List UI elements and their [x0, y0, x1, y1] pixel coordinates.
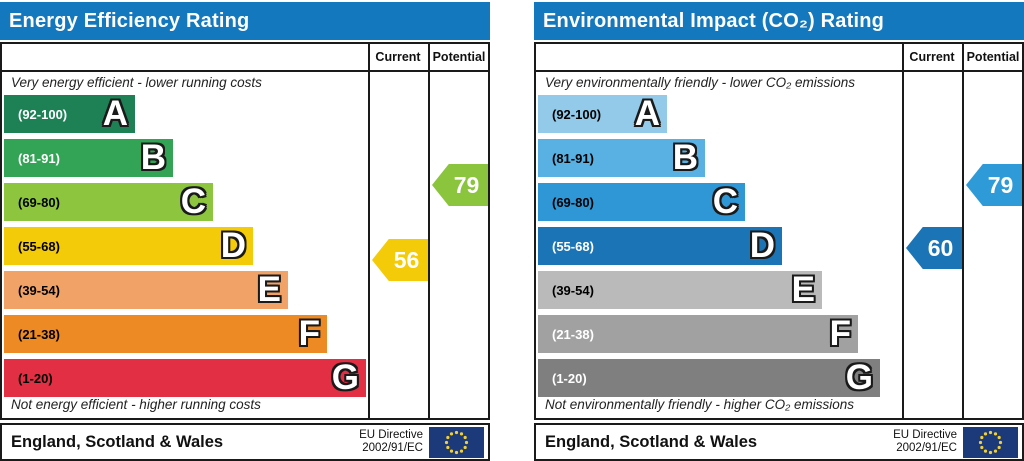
band-letter: F [829, 314, 851, 353]
rating-band: (81-91) B [538, 139, 705, 177]
band-letter: D [220, 226, 246, 265]
current-column-line [368, 44, 370, 418]
band-range-label: (21-38) [18, 326, 60, 342]
band-range-label: (55-68) [18, 238, 60, 254]
current-rating-value: 60 [927, 234, 954, 261]
panel-title: Environmental Impact (CO₂) Rating [543, 9, 885, 32]
band-range-label: (1-20) [552, 370, 587, 386]
rating-band: (55-68) D [4, 227, 253, 265]
footer-right-group: EU Directive 2002/91/EC [893, 426, 1018, 458]
eu-directive-line2: 2002/91/EC [362, 442, 423, 454]
energy-panel-footer: England, Scotland & Wales EU Directive 2… [0, 423, 490, 461]
band-letter: E [257, 270, 281, 309]
rating-band: (1-20) G [4, 359, 366, 397]
band-letter: A [634, 94, 660, 133]
current-column-header: Current [375, 50, 421, 64]
environmental-title-bar: Environmental Impact (CO₂) Rating [534, 2, 1024, 40]
eu-directive-text: EU Directive 2002/91/EC [893, 429, 957, 455]
eu-flag-icon [429, 426, 484, 458]
eu-flag-icon [963, 426, 1018, 458]
panel-title: Energy Efficiency Rating [9, 9, 250, 32]
rating-band: (21-38) F [4, 315, 327, 353]
rating-band: (92-100) A [4, 95, 135, 133]
potential-column-header: Potential [432, 50, 486, 64]
band-letter: A [102, 94, 128, 133]
energy-title-bar: Energy Efficiency Rating [0, 2, 490, 40]
band-letter: E [791, 270, 815, 309]
environmental-panel-footer: England, Scotland & Wales EU Directive 2… [534, 423, 1024, 461]
rating-band: (21-38) F [538, 315, 858, 353]
header-row-line [2, 70, 488, 72]
eu-directive-line1: EU Directive [359, 429, 423, 441]
band-range-label: (92-100) [552, 106, 602, 122]
rating-band: (92-100) A [538, 95, 667, 133]
energy-rating-table: Current Potential Very energy efficient … [0, 42, 490, 420]
band-range-label: (81-91) [552, 150, 594, 166]
potential-column-line [962, 44, 964, 418]
rating-bands: (92-100) A (81-91) B (69-80) C (55-68) D… [2, 44, 488, 418]
rating-band: (55-68) D [538, 227, 782, 265]
top-note: Very environmentally friendly - lower CO… [545, 75, 855, 90]
band-range-label: (39-54) [552, 282, 594, 298]
eu-directive-line1: EU Directive [893, 429, 957, 441]
band-letter: C [712, 182, 738, 221]
potential-column-header: Potential [966, 50, 1020, 64]
band-range-label: (69-80) [552, 194, 594, 210]
eu-directive-line2: 2002/91/EC [896, 442, 957, 454]
band-letter: G [331, 358, 359, 397]
band-letter: F [298, 314, 320, 353]
rating-band: (1-20) G [538, 359, 880, 397]
potential-rating-value: 79 [453, 171, 480, 198]
footer-region-label: England, Scotland & Wales [11, 432, 224, 451]
band-range-label: (21-38) [552, 326, 594, 342]
rating-band: (39-54) E [4, 271, 288, 309]
band-range-label: (81-91) [18, 150, 60, 166]
energy-efficiency-panel: Energy Efficiency Rating Current Potenti… [0, 0, 490, 461]
band-range-label: (39-54) [18, 282, 60, 298]
rating-band: (69-80) C [538, 183, 745, 221]
top-note: Very energy efficient - lower running co… [11, 75, 262, 90]
bottom-note: Not energy efficient - higher running co… [11, 397, 261, 412]
band-letter: D [749, 226, 775, 265]
eu-directive-text: EU Directive 2002/91/EC [359, 429, 423, 455]
header-row-line [536, 70, 1022, 72]
band-range-label: (55-68) [552, 238, 594, 254]
current-rating-value: 56 [393, 246, 420, 273]
band-letter: B [672, 138, 698, 177]
band-range-label: (1-20) [18, 370, 53, 386]
footer-region-label: England, Scotland & Wales [545, 432, 758, 451]
environmental-impact-panel: Environmental Impact (CO₂) Rating Curren… [534, 0, 1024, 461]
band-letter: C [180, 182, 206, 221]
potential-column-line [428, 44, 430, 418]
potential-rating-value: 79 [987, 171, 1014, 198]
current-column-header: Current [909, 50, 955, 64]
rating-band: (39-54) E [538, 271, 822, 309]
rating-bands: (92-100) A (81-91) B (69-80) C (55-68) D… [536, 44, 1022, 418]
current-column-line [902, 44, 904, 418]
footer-right-group: EU Directive 2002/91/EC [359, 426, 484, 458]
bottom-note: Not environmentally friendly - higher CO… [545, 397, 855, 412]
rating-band: (81-91) B [4, 139, 173, 177]
band-range-label: (69-80) [18, 194, 60, 210]
band-range-label: (92-100) [18, 106, 68, 122]
band-letter: B [140, 138, 166, 177]
band-letter: G [845, 358, 873, 397]
rating-band: (69-80) C [4, 183, 213, 221]
